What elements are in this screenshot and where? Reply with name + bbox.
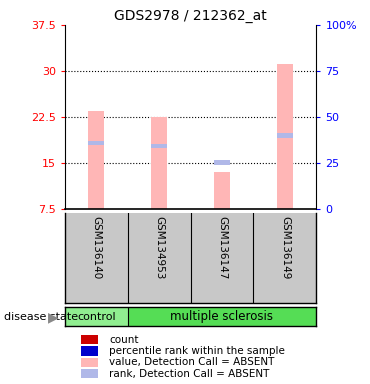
Bar (88, 111, 104, 209)
Text: value, Detection Call = ABSENT: value, Detection Call = ABSENT (109, 358, 275, 367)
Text: control: control (77, 312, 115, 322)
Text: rank, Detection Call = ABSENT: rank, Detection Call = ABSENT (109, 369, 269, 379)
Title: GDS2978 / 212362_at: GDS2978 / 212362_at (114, 8, 267, 23)
Text: GSM134953: GSM134953 (154, 216, 164, 279)
Bar (151, 144, 167, 148)
Bar (214, 161, 230, 165)
Text: percentile rank within the sample: percentile rank within the sample (109, 346, 285, 356)
Text: disease state: disease state (4, 312, 78, 322)
Text: GSM136149: GSM136149 (280, 216, 290, 279)
Text: multiple sclerosis: multiple sclerosis (171, 310, 273, 323)
FancyBboxPatch shape (81, 346, 98, 356)
Bar (151, 117, 167, 209)
FancyBboxPatch shape (81, 369, 98, 379)
FancyBboxPatch shape (81, 358, 98, 367)
Bar (214, 172, 230, 209)
Bar (65, 307, 128, 326)
Bar (277, 133, 293, 138)
Text: count: count (109, 334, 139, 344)
Text: ▶: ▶ (48, 310, 59, 324)
Bar (128, 307, 316, 326)
Text: GSM136147: GSM136147 (217, 216, 227, 279)
Bar (88, 141, 104, 145)
Bar (277, 64, 293, 209)
Text: GSM136140: GSM136140 (91, 216, 101, 279)
FancyBboxPatch shape (81, 335, 98, 344)
